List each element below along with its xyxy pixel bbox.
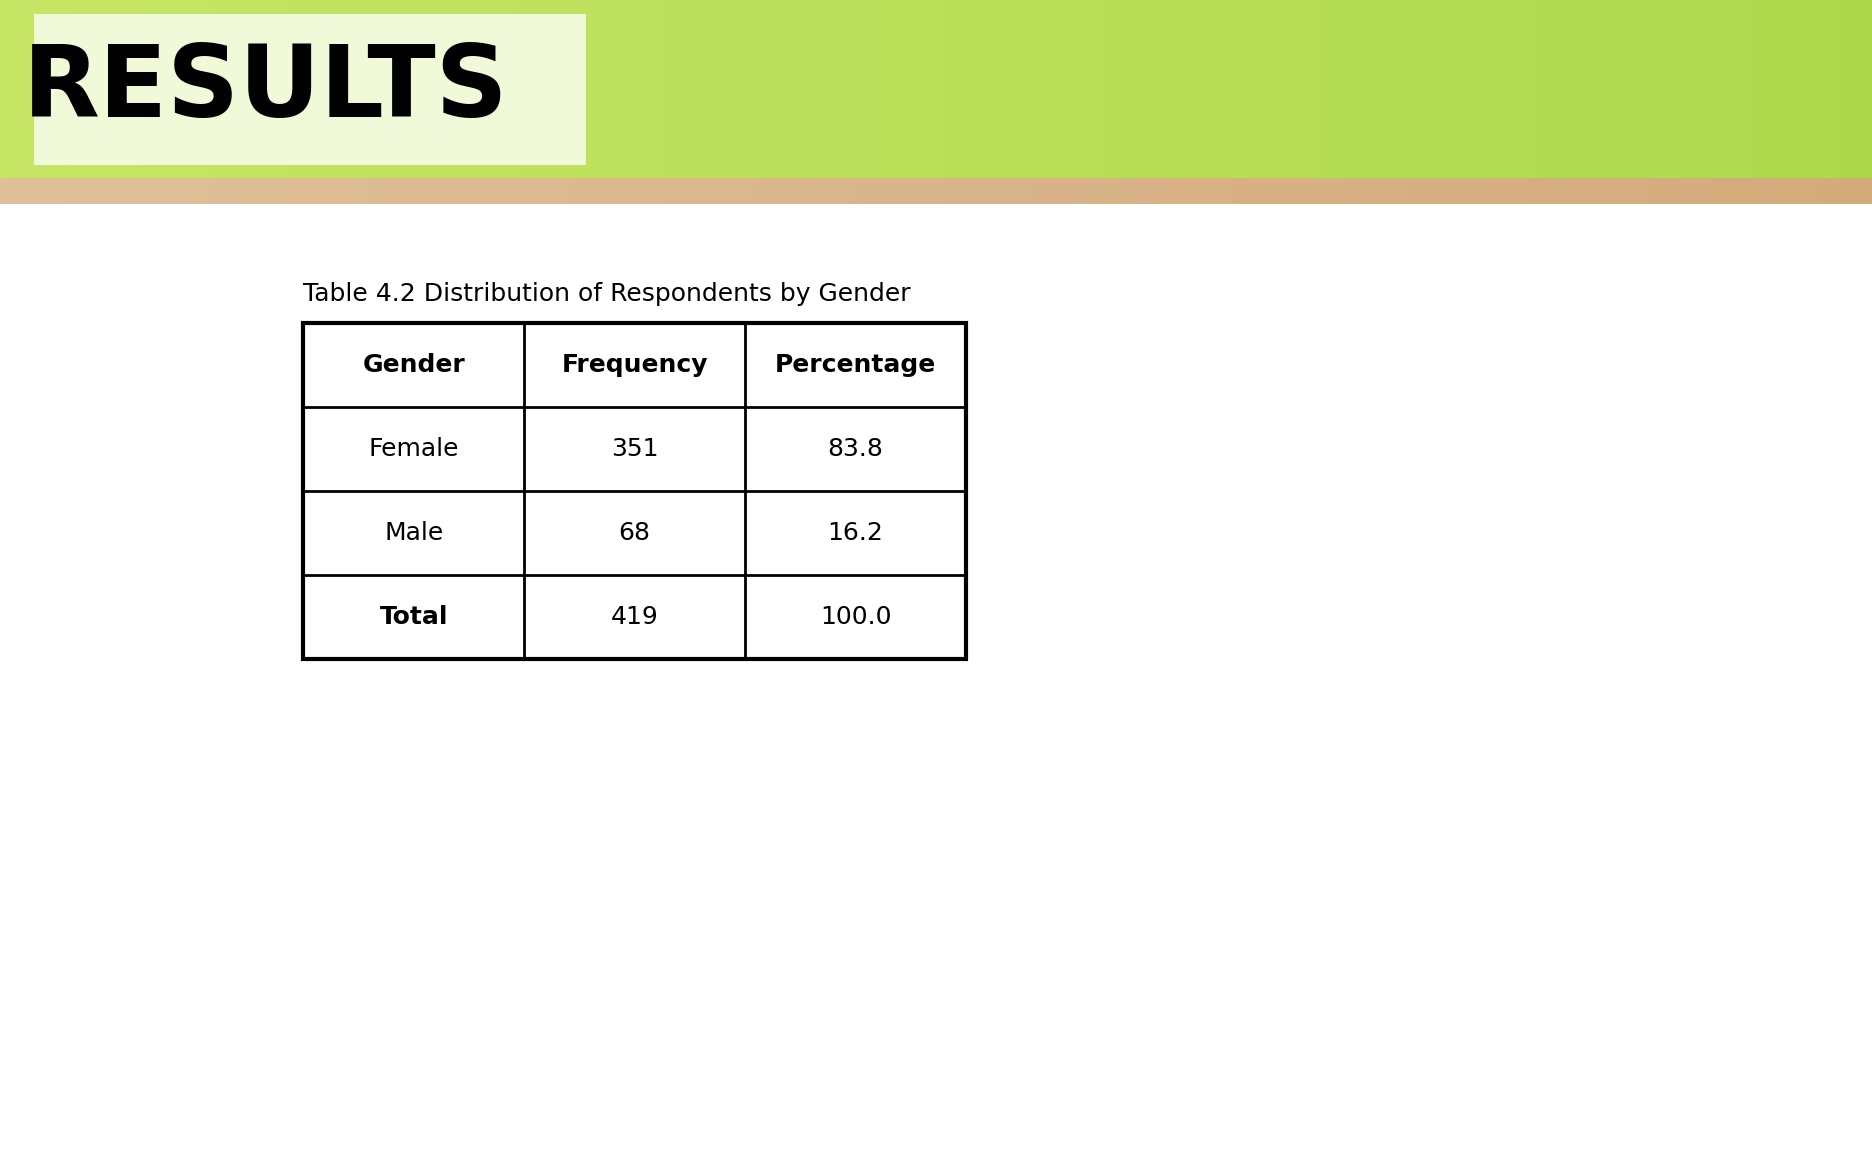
FancyBboxPatch shape: [524, 323, 745, 407]
FancyBboxPatch shape: [34, 14, 586, 165]
Text: Table 4.2 Distribution of Respondents by Gender: Table 4.2 Distribution of Respondents by…: [303, 282, 912, 305]
Text: Female: Female: [369, 437, 459, 461]
Text: Gender: Gender: [363, 353, 464, 377]
Text: RESULTS: RESULTS: [22, 40, 509, 138]
Text: 83.8: 83.8: [827, 437, 884, 461]
Text: Percentage: Percentage: [775, 353, 936, 377]
Text: 16.2: 16.2: [827, 521, 884, 545]
FancyBboxPatch shape: [524, 575, 745, 659]
FancyBboxPatch shape: [524, 407, 745, 491]
Text: 351: 351: [610, 437, 659, 461]
Text: Total: Total: [380, 605, 447, 629]
FancyBboxPatch shape: [303, 323, 524, 407]
FancyBboxPatch shape: [745, 323, 966, 407]
Text: 419: 419: [610, 605, 659, 629]
FancyBboxPatch shape: [303, 575, 524, 659]
FancyBboxPatch shape: [745, 575, 966, 659]
Text: Frequency: Frequency: [562, 353, 708, 377]
FancyBboxPatch shape: [524, 491, 745, 575]
Text: 68: 68: [618, 521, 651, 545]
FancyBboxPatch shape: [745, 491, 966, 575]
FancyBboxPatch shape: [303, 491, 524, 575]
Text: Male: Male: [384, 521, 444, 545]
FancyBboxPatch shape: [303, 407, 524, 491]
FancyBboxPatch shape: [745, 407, 966, 491]
Text: 100.0: 100.0: [820, 605, 891, 629]
